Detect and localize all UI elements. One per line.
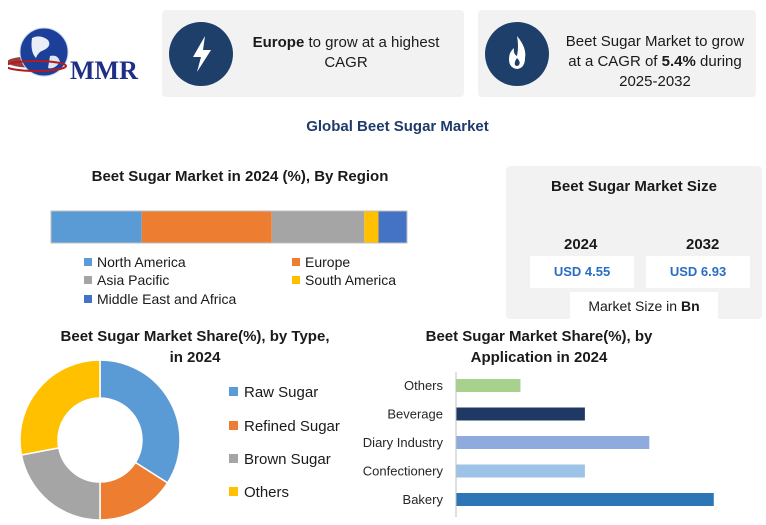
flame-icon <box>485 22 549 86</box>
legend-europe: Europe <box>292 254 350 270</box>
cagr-value: 5.4% <box>661 53 696 70</box>
type-donut-chart <box>19 359 181 521</box>
cagr-line2-pre: at a CAGR of <box>568 53 662 70</box>
donut-slice-brown-sugar <box>20 446 101 521</box>
region-segment-north-america <box>51 211 142 243</box>
unit-pre: Market Size in <box>588 298 681 314</box>
legend-refined-sugar: Refined Sugar <box>229 418 340 435</box>
europe-bold: Europe <box>252 34 305 51</box>
region-stacked-bar <box>50 210 408 244</box>
application-title-line1: Beet Sugar Market Share(%), by <box>425 328 653 345</box>
legend-label: Others <box>244 484 290 501</box>
application-bar-others <box>456 379 521 392</box>
legend-north-america: North America <box>84 254 186 270</box>
application-bar-diary-industry <box>456 436 650 449</box>
application-bar-beverage <box>456 407 585 421</box>
region-chart-title: Beet Sugar Market in 2024 (%), By Region <box>91 168 389 185</box>
europe-line2: CAGR <box>324 54 368 71</box>
application-chart-title: Beet Sugar Market Share(%), by Applicati… <box>380 326 698 368</box>
legend-label: North America <box>97 254 186 270</box>
cagr-line3: 2025-2032 <box>619 73 691 90</box>
region-segment-south-america <box>364 211 379 243</box>
region-segment-middle-east-and-africa <box>378 211 407 243</box>
legend-mea: Middle East and Africa <box>84 291 236 307</box>
europe-highlight-text: Europe to grow at a highest CAGR <box>246 33 446 73</box>
mmr-logo: MMR <box>5 22 153 92</box>
europe-rest: to grow at a highest <box>304 34 440 51</box>
legend-label: Refined Sugar <box>244 418 340 435</box>
region-segment-europe <box>141 211 272 243</box>
legend-brown-sugar: Brown Sugar <box>229 451 331 468</box>
type-title-line1: Beet Sugar Market Share(%), by Type, <box>60 328 330 345</box>
brand-name: MMR <box>70 56 138 85</box>
category-label: Diary Industry <box>363 435 444 450</box>
application-bar-bakery <box>456 493 714 506</box>
application-bar-confectionery <box>456 464 585 478</box>
europe-highlight-card: Europe to grow at a highest CAGR <box>162 10 464 97</box>
type-title-line2: in 2024 <box>169 349 221 366</box>
legend-label: Middle East and Africa <box>97 291 237 307</box>
main-title: Global Beet Sugar Market <box>306 118 489 135</box>
year-2024: 2024 <box>564 236 598 253</box>
region-segment-asia-pacific <box>271 211 365 243</box>
cagr-highlight-card: Beet Sugar Market to grow at a CAGR of 5… <box>478 10 756 97</box>
cagr-line1: Beet Sugar Market to grow <box>565 33 745 50</box>
donut-slice-others <box>19 359 101 456</box>
cagr-line2-post: during <box>695 53 742 70</box>
legend-label: Brown Sugar <box>244 451 331 468</box>
legend-label: Raw Sugar <box>244 384 319 401</box>
legend-raw-sugar: Raw Sugar <box>229 384 318 401</box>
value-2032: USD 6.93 <box>646 256 750 288</box>
unit-bold: Bn <box>680 298 700 314</box>
legend-label: Europe <box>305 254 351 270</box>
cagr-highlight-text: Beet Sugar Market to grow at a CAGR of 5… <box>562 32 748 92</box>
legend-asia-pacific: Asia Pacific <box>84 272 169 288</box>
market-size-card: Beet Sugar Market Size 2024 2032 USD 4.5… <box>506 166 762 320</box>
value-2024: USD 4.55 <box>530 256 634 288</box>
category-label: Confectionery <box>363 464 444 479</box>
year-2032: 2032 <box>686 236 720 253</box>
legend-south-america: South America <box>292 272 396 288</box>
market-size-unit: Market Size in Bn <box>570 292 718 320</box>
legend-label: Asia Pacific <box>97 272 170 288</box>
region-bar-border <box>50 210 408 244</box>
globe-icon <box>5 27 69 77</box>
legend-label: South America <box>305 272 397 288</box>
market-size-title: Beet Sugar Market Size <box>551 178 717 195</box>
lightning-icon <box>169 22 233 86</box>
category-label: Beverage <box>387 407 443 422</box>
type-chart-title: Beet Sugar Market Share(%), by Type, in … <box>20 326 370 368</box>
category-label: Others <box>404 378 444 393</box>
donut-slice-raw-sugar <box>99 359 181 484</box>
application-title-line2: Application in 2024 <box>470 349 608 366</box>
application-bar-chart: Others Beverage Diary Industry Confectioner… <box>363 372 714 517</box>
legend-others: Others <box>229 484 289 501</box>
category-label: Bakery <box>403 492 444 507</box>
